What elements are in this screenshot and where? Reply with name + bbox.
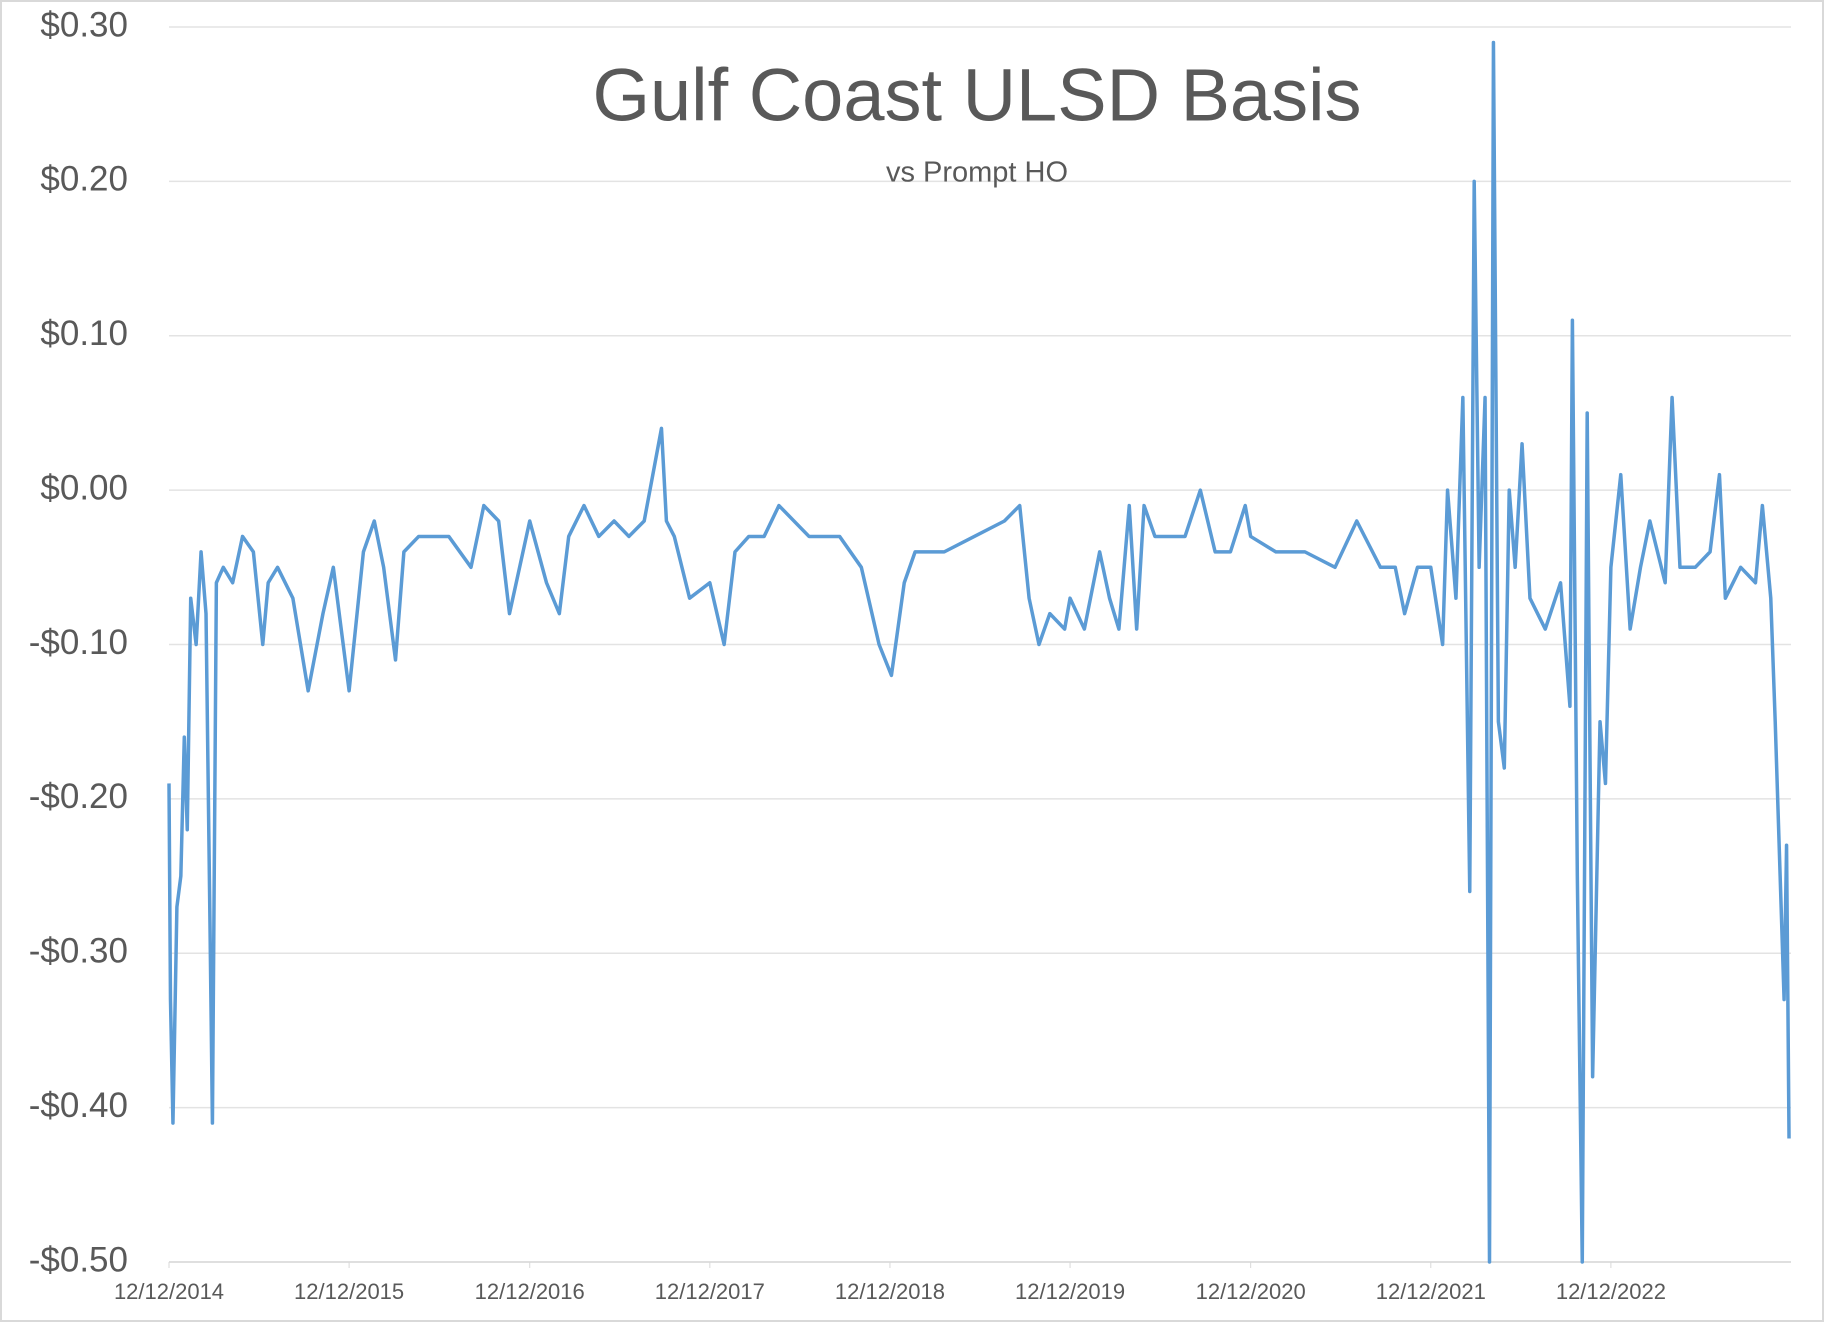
y-tick-label: -$0.10 xyxy=(29,623,128,662)
x-tick-label: 12/12/2016 xyxy=(475,1279,585,1304)
y-tick-label: -$0.40 xyxy=(29,1086,128,1125)
y-tick-label: -$0.30 xyxy=(29,932,128,971)
x-tick-label: 12/12/2020 xyxy=(1196,1279,1306,1304)
y-tick-label: $0.10 xyxy=(40,314,128,353)
x-tick-label: 12/12/2018 xyxy=(835,1279,945,1304)
y-tick-label: -$0.50 xyxy=(29,1240,128,1279)
chart-subtitle: vs Prompt HO xyxy=(886,157,1068,189)
x-tick-label: 12/12/2022 xyxy=(1556,1279,1666,1304)
x-tick-label: 12/12/2017 xyxy=(655,1279,765,1304)
y-tick-label: $0.20 xyxy=(40,160,128,199)
y-tick-label: -$0.20 xyxy=(29,777,128,816)
x-tick-label: 12/12/2014 xyxy=(114,1279,224,1304)
y-tick-label: $0.00 xyxy=(40,468,128,507)
x-tick-label: 12/12/2015 xyxy=(294,1279,404,1304)
x-tick-label: 12/12/2019 xyxy=(1015,1279,1125,1304)
series-line xyxy=(167,40,1791,1264)
chart-title: Gulf Coast ULSD Basis xyxy=(592,54,1361,137)
y-tick-label: $0.30 xyxy=(40,5,128,44)
x-tick-label: 12/12/2021 xyxy=(1376,1279,1486,1304)
